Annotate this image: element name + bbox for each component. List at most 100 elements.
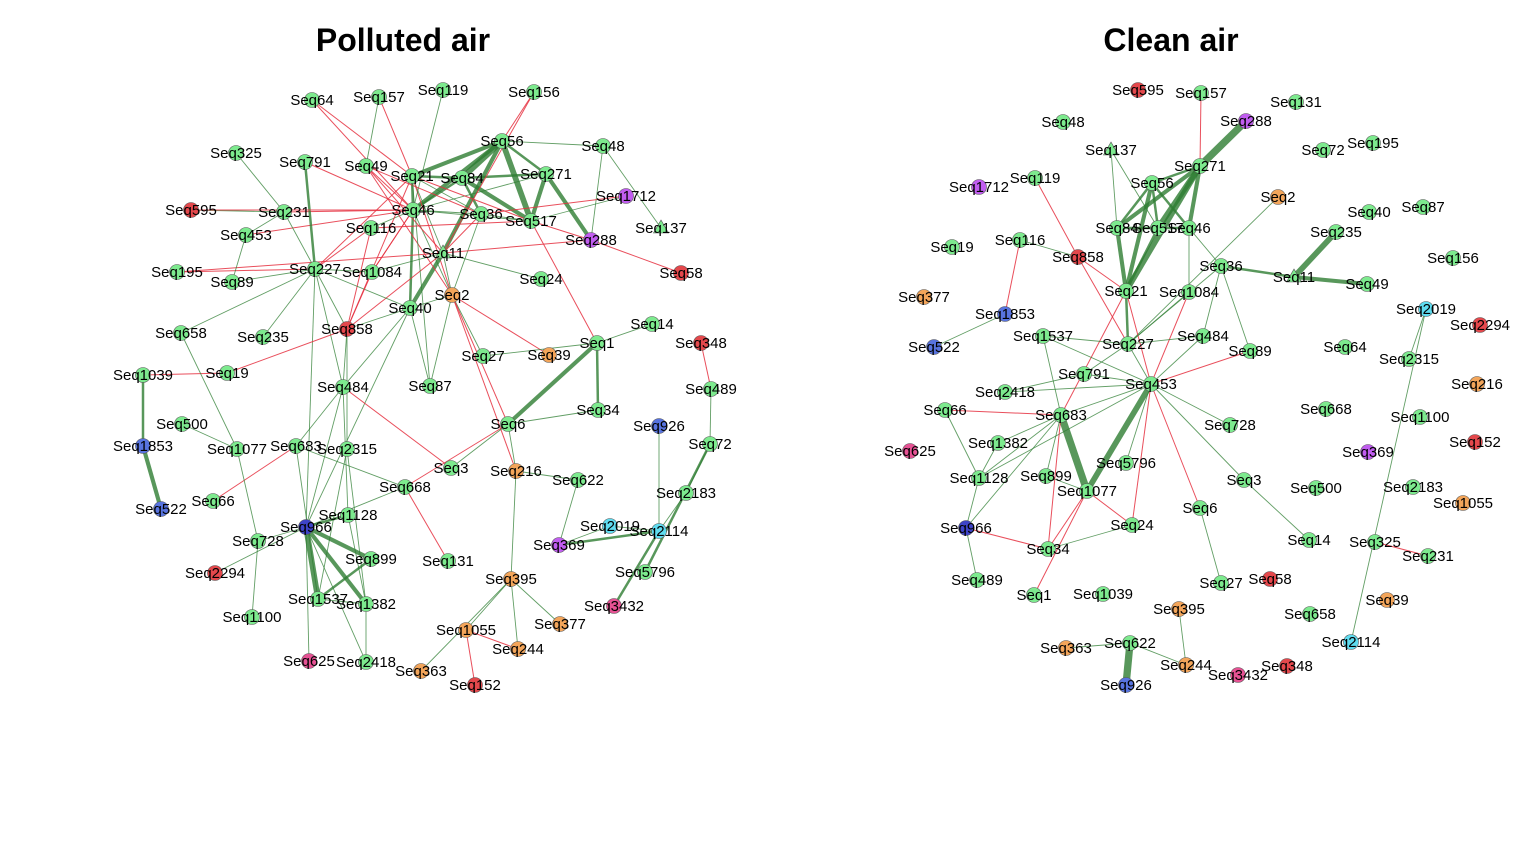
node-label: Seq484 [317, 379, 369, 396]
edge-Seq1077-Seq1 [1033, 490, 1088, 596]
node-label: Seq89 [1228, 343, 1271, 360]
edge-Seq966-Seq2294 [214, 526, 307, 574]
node-label: Seq791 [1058, 366, 1110, 383]
node-seq72: Seq72 [1301, 142, 1344, 159]
node-label: Seq1055 [436, 622, 496, 639]
edge-Seq1084-Seq858 [346, 271, 373, 330]
node-seq683: Seq683 [1035, 407, 1087, 424]
edge-Seq683-Seq66 [944, 409, 1062, 416]
node-seq1077: Seq1077 [1057, 483, 1117, 500]
node-marker-circle [207, 565, 223, 581]
node-label: Seq119 [418, 82, 469, 99]
edge-Seq348-Seq489 [700, 342, 712, 390]
node-label: Seq137 [635, 220, 687, 237]
node-seq728: Seq728 [232, 533, 284, 550]
node-seq2294: Seq2294 [1450, 317, 1510, 334]
node-marker-circle [570, 472, 586, 488]
edge-Seq72-Seq5796 [643, 443, 712, 573]
node-marker-circle [402, 300, 418, 316]
edge-Seq1853-Seq522 [933, 313, 1006, 348]
edge-Seq966-Seq489 [965, 527, 978, 581]
node-label: Seq899 [1020, 468, 1072, 485]
edge-Seq489-Seq72 [709, 388, 712, 445]
edge-Seq56-Seq84 [1116, 182, 1153, 229]
node-marker-circle [533, 271, 549, 287]
node-marker-circle [413, 663, 429, 679]
node-seq49: Seq49 [1345, 276, 1388, 293]
node-seq271: Seq271 [520, 166, 572, 183]
node-seq2418: Seq2418 [975, 384, 1035, 401]
node-seq2315: Seq2315 [317, 441, 377, 458]
node-label: Seq683 [1035, 407, 1087, 424]
node-marker-circle [153, 501, 169, 517]
node-seq6: Seq6 [1182, 500, 1217, 517]
edge-Seq231-Seq227 [283, 211, 316, 270]
edge-Seq395-Seq244 [510, 578, 519, 650]
node-marker-circle [229, 441, 245, 457]
edge-Seq235-Seq227 [262, 268, 316, 338]
edge-Seq11-Seq49 [1293, 274, 1368, 287]
node-label: Seq21 [390, 168, 433, 185]
node-label: Seq36 [1199, 258, 1242, 275]
edge-Seq858-Seq227 [1077, 256, 1129, 345]
node-label: Seq48 [581, 138, 624, 155]
node-marker-circle [1038, 468, 1054, 484]
node-seq216: Seq216 [490, 463, 542, 480]
node-marker-circle [1415, 199, 1431, 215]
node-label: Seq72 [688, 436, 731, 453]
edge-Seq2-Seq227 [1127, 196, 1279, 345]
edge-Seq1-Seq14 [596, 323, 653, 344]
node-marker-circle [1315, 142, 1331, 158]
edge-Seq2019-Seq369 [558, 525, 611, 546]
node-label: Seq36 [459, 206, 502, 223]
node-seq625: Seq625 [884, 443, 936, 460]
node-label: Seq1853 [975, 306, 1035, 323]
node-marker-circle [173, 325, 189, 341]
node-seq369: Seq369 [533, 537, 585, 554]
node-seq1128: Seq1128 [950, 470, 1009, 487]
node-marker-circle [1192, 158, 1208, 174]
node-label: Seq658 [1284, 606, 1336, 623]
node-marker-circle [510, 641, 526, 657]
edge-Seq2315-Seq1382 [346, 448, 367, 605]
edge-Seq227-Seq966 [305, 268, 316, 528]
edge-Seq484-Seq683 [295, 386, 344, 447]
edge-Seq40-Seq87 [409, 307, 431, 387]
node-seq395: Seq395 [1153, 601, 1205, 618]
node-label: Seq522 [908, 339, 960, 356]
node-seq14: Seq14 [630, 316, 673, 333]
edge-Seq453-Seq24 [1131, 383, 1152, 526]
node-marker-circle [298, 519, 314, 535]
node-seq49: Seq49 [344, 158, 387, 175]
node-label: Seq157 [1175, 85, 1227, 102]
edge-Seq1853-Seq522 [141, 445, 163, 510]
node-marker-circle [475, 348, 491, 364]
node-marker-circle [276, 204, 292, 220]
edge-Seq668-Seq131 [404, 486, 449, 562]
node-label: Seq500 [1290, 480, 1342, 497]
node-label: Seq39 [1365, 592, 1408, 609]
node-seq24: Seq24 [1110, 517, 1153, 534]
node-marker-circle [1012, 232, 1028, 248]
edge-Seq966-Seq899 [305, 525, 372, 561]
node-marker-circle [440, 553, 456, 569]
node-seq622: Seq622 [1104, 635, 1156, 652]
node-marker-circle [926, 339, 942, 355]
node-seq1039: Seq1039 [113, 367, 173, 384]
node-seq156: Seq156 [1427, 250, 1479, 267]
edge-Seq11-Seq288 [442, 239, 592, 254]
node-label: Seq2418 [975, 384, 1035, 401]
node-label: Seq48 [1041, 114, 1084, 131]
node-label: Seq1537 [288, 591, 348, 608]
edge-Seq48-Seq288 [590, 145, 604, 241]
node-label: Seq668 [379, 479, 431, 496]
edge-Seq683-Seq66 [212, 445, 297, 502]
node-seq899: Seq899 [1020, 468, 1072, 485]
edge-Seq1039-Seq19 [142, 372, 228, 376]
node-seq58: Seq58 [659, 265, 702, 282]
node-seq216: Seq216 [1451, 376, 1503, 393]
node-label: Seq2294 [1450, 317, 1510, 334]
node-marker-circle [219, 365, 235, 381]
node-seq926: Seq926 [1100, 677, 1152, 694]
edge-Seq395-Seq377 [510, 578, 561, 625]
